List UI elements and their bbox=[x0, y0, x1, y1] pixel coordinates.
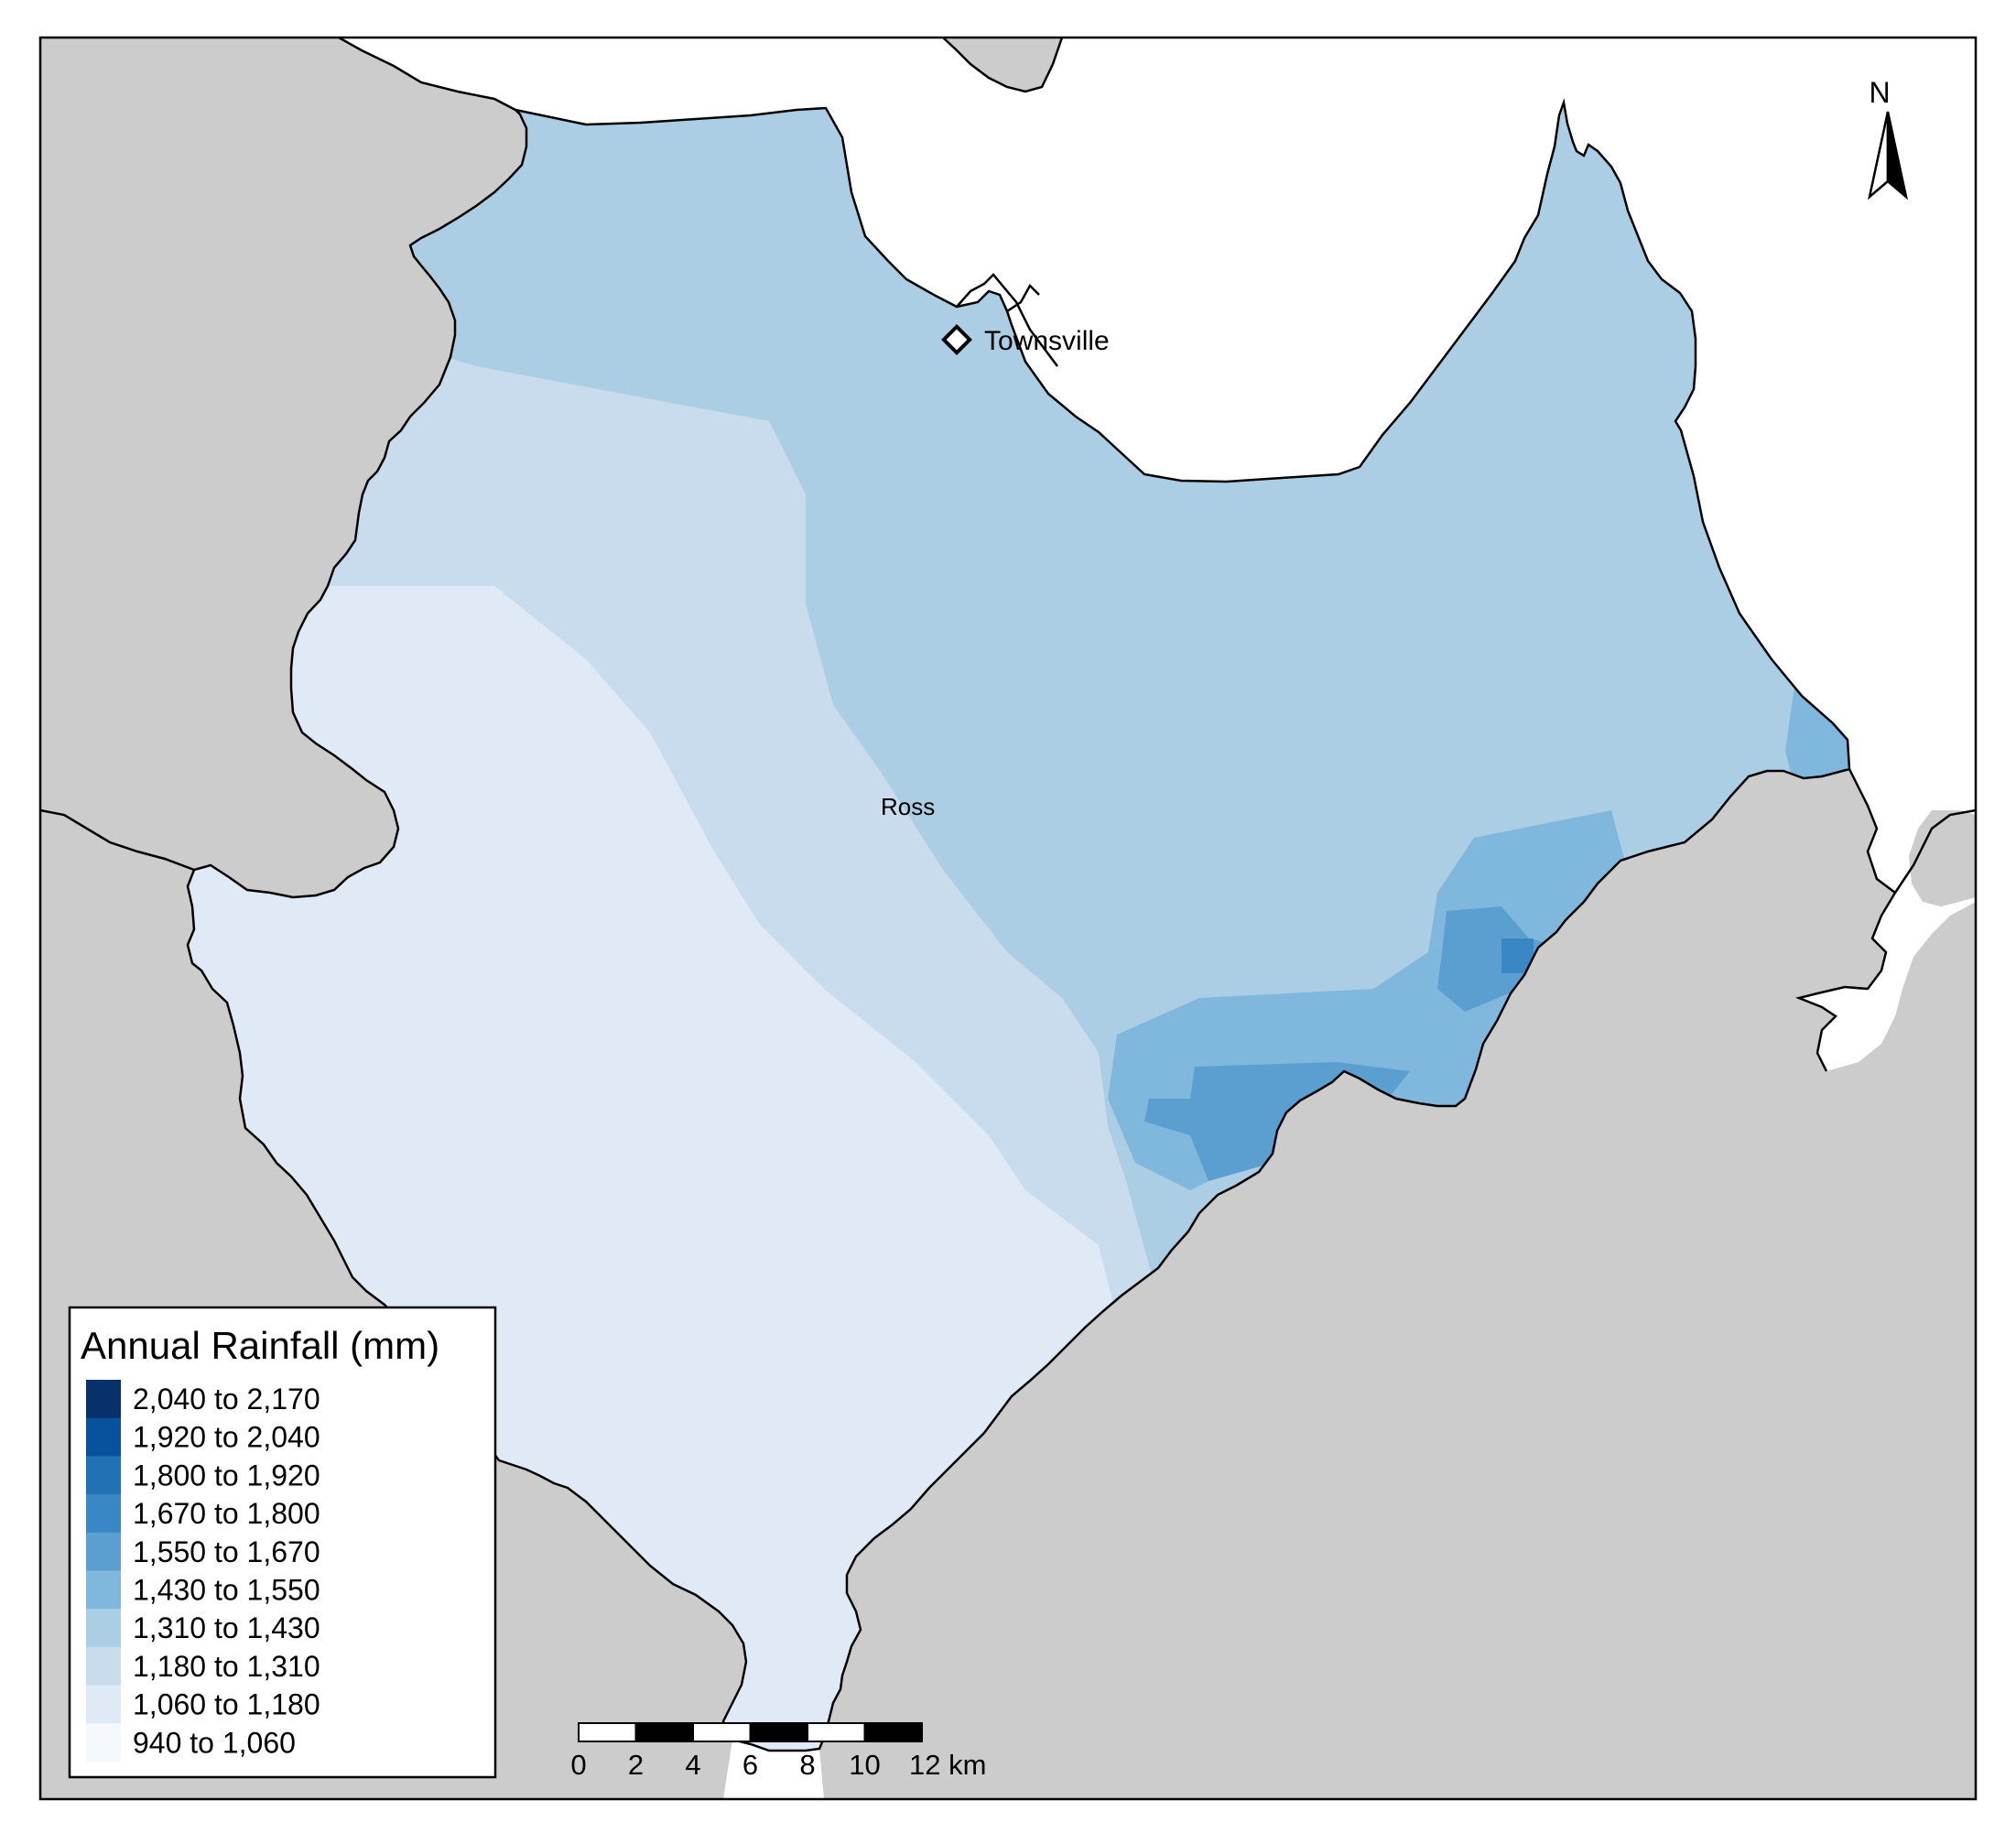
legend-label: 2,040 to 2,170 bbox=[133, 1383, 320, 1415]
coast-east bbox=[1794, 768, 1897, 1072]
north-arrow-right-icon bbox=[1886, 111, 1908, 201]
legend-label: 1,550 to 1,670 bbox=[133, 1535, 320, 1568]
legend-swatch bbox=[86, 1685, 121, 1724]
scale-ticks: 0 2 4 6 8 10 12 km bbox=[570, 1749, 986, 1781]
scale-segment bbox=[807, 1722, 866, 1742]
scale-segment bbox=[634, 1722, 694, 1742]
coast-island bbox=[942, 38, 1064, 93]
ross-label: Ross bbox=[881, 793, 935, 820]
legend-label: 1,310 to 1,430 bbox=[133, 1611, 320, 1644]
land-far-east bbox=[1909, 810, 1976, 906]
scale-tick-label: 8 bbox=[799, 1749, 815, 1781]
legend-title: Annual Rainfall (mm) bbox=[81, 1324, 439, 1367]
catchment-boundary bbox=[186, 98, 1851, 1752]
legend-label: 1,430 to 1,550 bbox=[133, 1574, 320, 1607]
coast-west bbox=[40, 808, 195, 872]
land-north-island bbox=[943, 38, 1062, 92]
legend-label: 940 to 1,060 bbox=[133, 1726, 296, 1759]
legend-swatch bbox=[86, 1609, 121, 1648]
scale-bar: 0 2 4 6 8 10 12 km bbox=[570, 1722, 986, 1781]
diamond-icon bbox=[941, 324, 972, 355]
legend-box bbox=[68, 1306, 497, 1779]
map-frame bbox=[38, 36, 1978, 1801]
townsville-marker[interactable]: Townsville bbox=[941, 324, 1110, 356]
legend-swatch bbox=[86, 1494, 121, 1534]
scale-segment bbox=[692, 1722, 752, 1742]
townsville-label: Townsville bbox=[984, 326, 1110, 356]
scale-segment bbox=[863, 1722, 923, 1742]
legend-label: 1,180 to 1,310 bbox=[133, 1650, 320, 1683]
north-arrow: N bbox=[1868, 76, 1908, 201]
legend-swatch bbox=[86, 1646, 121, 1686]
scale-tick-label: 0 bbox=[570, 1749, 586, 1781]
coast-north-west bbox=[338, 38, 516, 112]
legend-swatch bbox=[86, 1570, 121, 1610]
legend-label: 1,800 to 1,920 bbox=[133, 1459, 320, 1491]
legend-label: 1,920 to 2,040 bbox=[133, 1421, 320, 1454]
scale-tick-label: 4 bbox=[685, 1749, 700, 1781]
scale-tick-label: 2 bbox=[628, 1749, 644, 1781]
legend-swatch bbox=[86, 1380, 121, 1418]
scale-tick-label: 12 km bbox=[909, 1749, 986, 1781]
legend-swatch bbox=[86, 1417, 121, 1457]
coastlines bbox=[40, 38, 1976, 1072]
legend-swatch bbox=[86, 1456, 121, 1495]
scale-segment bbox=[578, 1722, 637, 1742]
legend-swatch bbox=[86, 1532, 121, 1571]
legend-label: 1,060 to 1,180 bbox=[133, 1688, 320, 1721]
scale-segment bbox=[749, 1722, 808, 1742]
scale-tick-label: 6 bbox=[742, 1749, 758, 1781]
legend: Annual Rainfall (mm) 2,040 to 2,170 1,920… bbox=[68, 1306, 497, 1779]
creek-townsville-b bbox=[1006, 283, 1040, 313]
coast-far-east bbox=[1893, 808, 1976, 894]
legend-label: 1,670 to 1,800 bbox=[133, 1497, 320, 1530]
north-arrow-label: N bbox=[1869, 76, 1890, 109]
legend-swatch bbox=[86, 1723, 121, 1762]
scale-tick-label: 10 bbox=[849, 1749, 880, 1781]
land-south-east bbox=[819, 769, 1976, 1799]
creek-townsville bbox=[956, 273, 1058, 367]
scale-segments bbox=[578, 1722, 923, 1742]
legend-items: 2,040 to 2,170 1,920 to 2,040 1,800 to 1,9… bbox=[86, 1380, 320, 1762]
